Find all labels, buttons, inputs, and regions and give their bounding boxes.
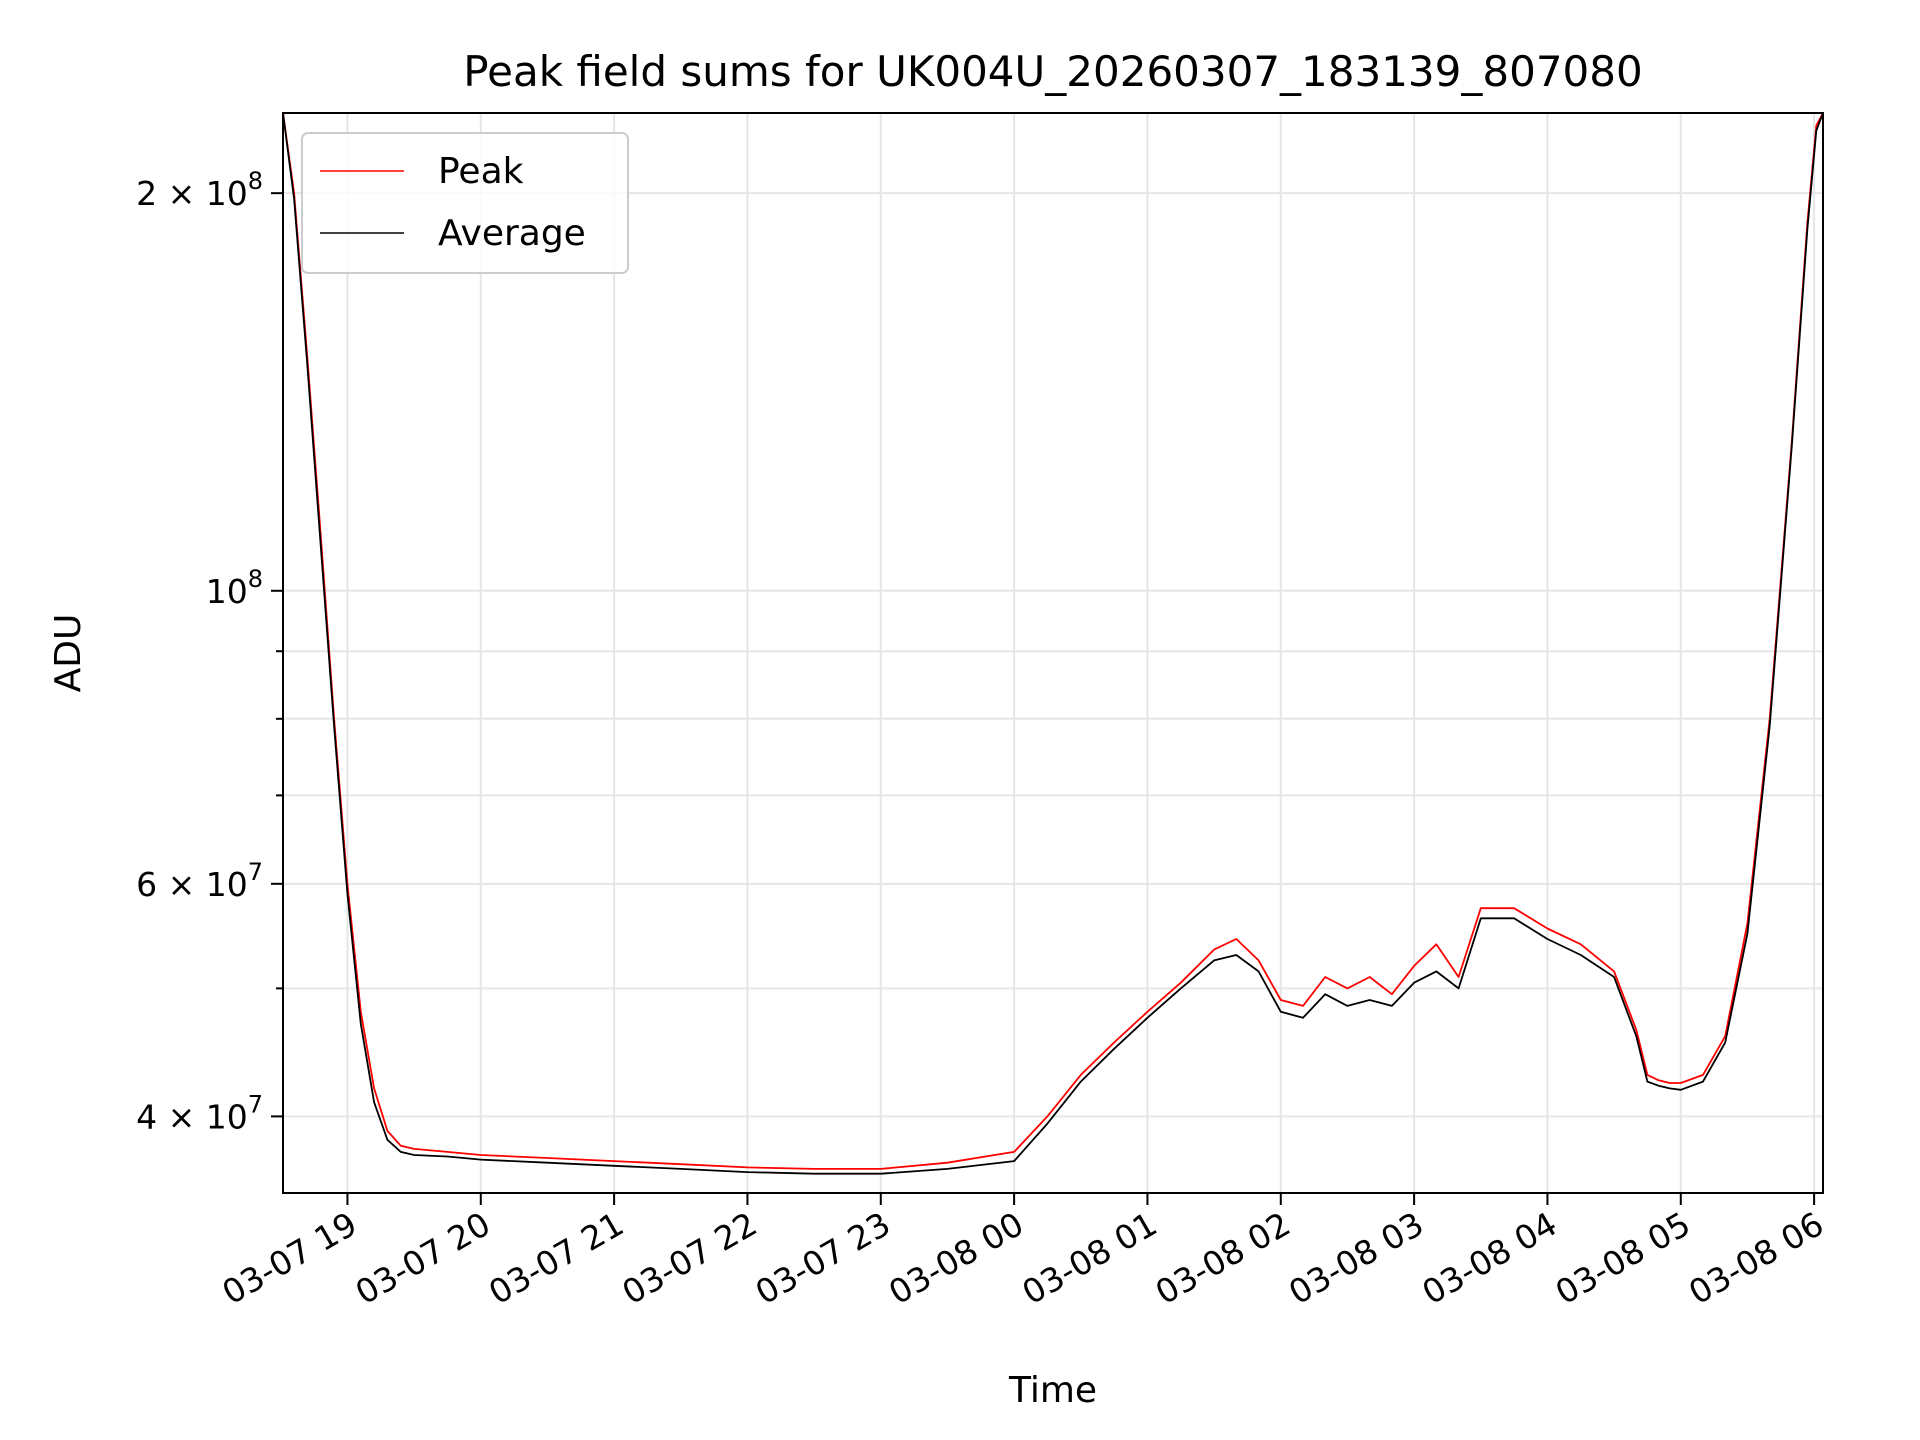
series-line-average xyxy=(282,112,1824,1175)
y-tick-label: 108 xyxy=(206,565,263,611)
y-tick-label: 2 × 108 xyxy=(136,167,263,213)
legend-label-average: Average xyxy=(438,213,586,254)
chart-title: Peak field sums for UK004U_20260307_1831… xyxy=(463,47,1642,96)
series-line-peak xyxy=(282,112,1824,1170)
y-tick-label: 4 × 107 xyxy=(136,1090,263,1136)
series-layer xyxy=(282,112,1824,1175)
plot-frame xyxy=(282,112,1824,1194)
y-axis: 4 × 107 6 × 107 108 2 × 108 xyxy=(136,167,283,1136)
legend-frame xyxy=(301,132,629,274)
x-axis-label: Time xyxy=(1008,1370,1097,1411)
legend: Peak Average xyxy=(301,132,629,274)
y-tick-label: 6 × 107 xyxy=(136,858,263,904)
legend-label-peak: Peak xyxy=(438,151,524,192)
y-axis-label: ADU xyxy=(48,614,89,693)
